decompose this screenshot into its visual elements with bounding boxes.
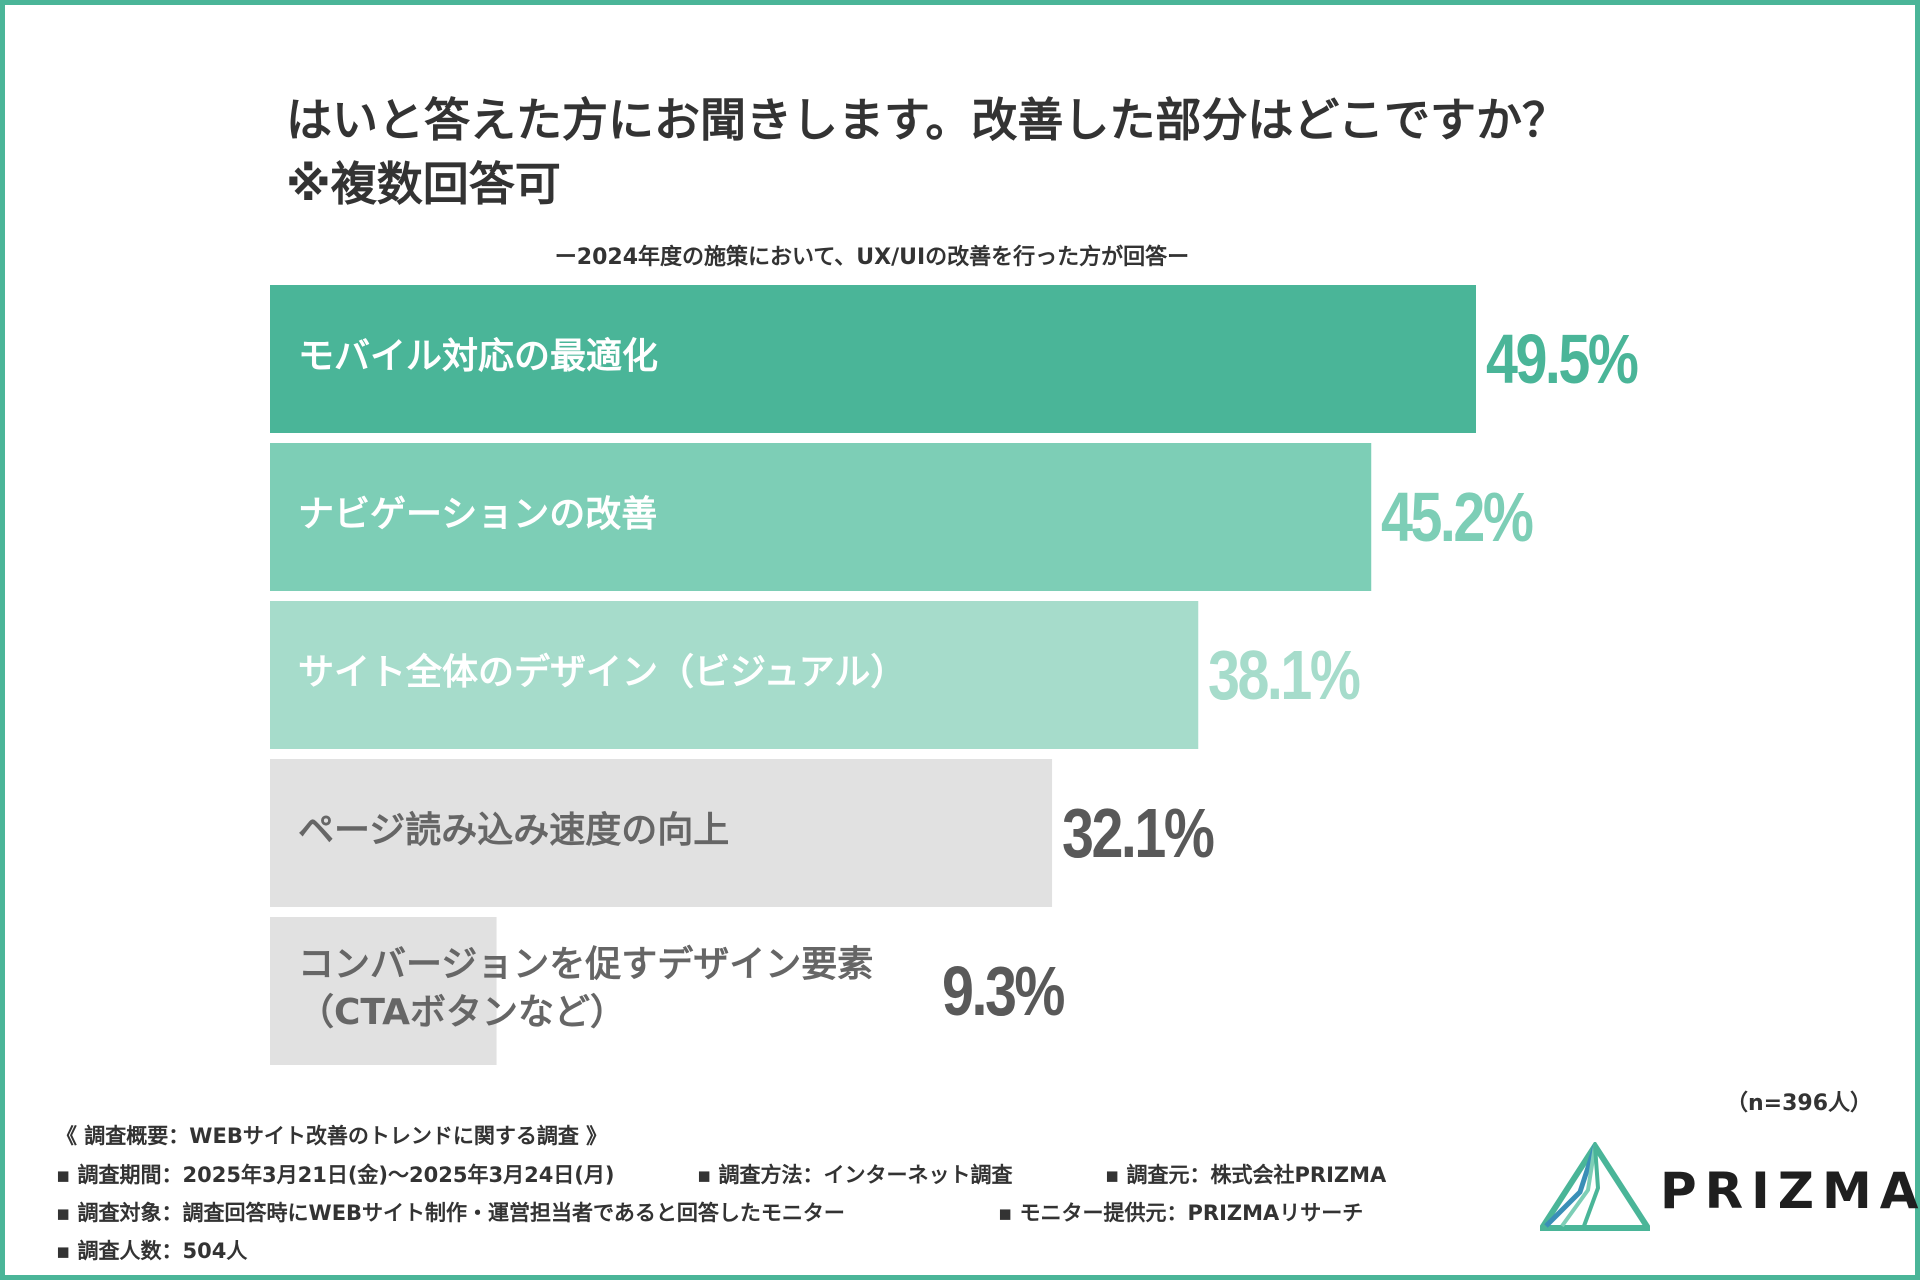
bar-value-5: 9.3%	[942, 952, 1065, 1030]
bar-5	[270, 917, 497, 1065]
bar-label-line: モバイル対応の最適化	[298, 336, 659, 377]
survey-method: ▪ 調査方法：インターネット調査	[697, 1163, 1013, 1187]
bar-value-2: 45.2%	[1381, 478, 1534, 556]
title-line-1: はいと答えた方にお聞きします。改善した部分はどこですか？	[286, 93, 1569, 147]
survey-target: ▪ 調査対象：調査回答時にWEBサイト制作・運営担当者であると回答したモニター	[56, 1201, 845, 1225]
prizma-logo-text: PRIZMA	[1660, 1162, 1920, 1220]
bar-label-4: ページ読み込み速度の向上	[298, 807, 729, 855]
bar-label-1: モバイル対応の最適化	[298, 333, 658, 381]
bar-2	[270, 443, 1372, 591]
chart-subtitle: ー2024年度の施策において、UX/UIの改善を行った方が回答ー	[554, 245, 1190, 270]
prizma-logo-icon	[1540, 1142, 1650, 1231]
bar-label-line: （CTAボタンなど）	[298, 992, 627, 1033]
bar-1	[270, 285, 1476, 433]
bar-value-4: 32.1%	[1062, 794, 1215, 872]
survey-count: ▪ 調査人数：504人	[56, 1239, 248, 1263]
survey-period: ▪ 調査期間：2025年3月21日(金)〜2025年3月24日(月)	[56, 1163, 615, 1187]
monitor-provider: ▪ モニター提供元：PRIZMAリサーチ	[998, 1201, 1364, 1225]
bar-4	[270, 759, 1053, 907]
bar-value-1: 49.5%	[1486, 320, 1639, 398]
bar-3	[270, 601, 1199, 749]
chart-title: はいと答えた方にお聞きします。改善した部分はどこですか？ ※複数回答可	[286, 88, 1568, 216]
bar-label-3: サイト全体のデザイン（ビジュアル）	[298, 649, 906, 697]
sample-size-note: （n=396人）	[1726, 1091, 1873, 1116]
title-line-2: ※複数回答可	[286, 157, 561, 211]
survey-source: ▪ 調査元：株式会社PRIZMA	[1105, 1163, 1387, 1187]
bar-label-line: ナビゲーションの改善	[298, 494, 658, 535]
bar-label-5: コンバージョンを促すデザイン要素 （CTAボタンなど）	[298, 941, 873, 1037]
bar-label-line: ページ読み込み速度の向上	[298, 810, 730, 851]
bar-label-line: サイト全体のデザイン（ビジュアル）	[298, 652, 907, 693]
survey-summary: 《 調査概要：WEBサイト改善のトレンドに関する調査 》	[56, 1124, 608, 1148]
bar-label-2: ナビゲーションの改善	[298, 491, 657, 539]
bar-label-line: コンバージョンを促すデザイン要素	[298, 944, 874, 985]
bar-value-3: 38.1%	[1208, 636, 1361, 714]
